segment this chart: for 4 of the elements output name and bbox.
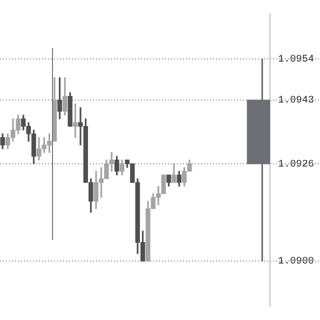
- y-tick-label: 1.0954: [278, 54, 314, 66]
- y-tick-label: 1.0926: [278, 159, 314, 170]
- y-tick-label: 1.0900: [278, 256, 314, 268]
- y-tick-label: 1.0943: [278, 96, 314, 107]
